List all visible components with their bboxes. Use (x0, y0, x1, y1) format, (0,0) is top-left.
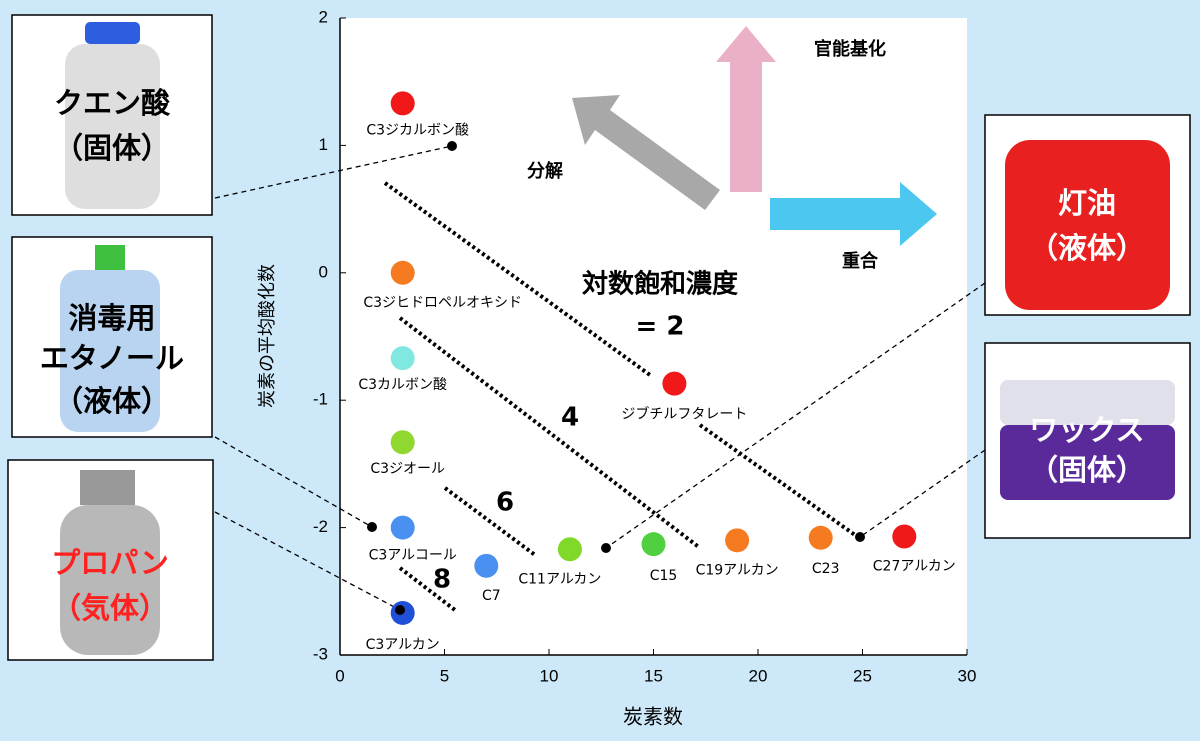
point-label: C15 (650, 568, 678, 584)
connector-dots (367, 141, 865, 615)
product-wax: ワックス （固体） (984, 342, 1191, 539)
product-name-line: 消毒用 (68, 301, 155, 335)
point (662, 371, 687, 396)
isolines (383, 181, 857, 612)
x-tick-label: 15 (644, 666, 663, 685)
isoline-label: = 2 (636, 312, 685, 342)
svg-text:クエン酸: クエン酸 (54, 86, 171, 120)
point (808, 525, 833, 550)
arrow-label: 重合 (842, 250, 879, 272)
svg-text:ワックス: ワックス (1029, 413, 1144, 447)
svg-text:（固体）: （固体） (54, 131, 170, 165)
point (390, 346, 415, 371)
product-ethanol: 消毒用エタノール （液体） (11, 236, 213, 438)
functionalization-arrow (716, 26, 776, 192)
svg-text:（液体）: （液体） (1029, 231, 1145, 265)
point-label: C3アルカン (366, 637, 440, 653)
y-tick-label: 0 (319, 262, 328, 281)
point-label: C7 (482, 588, 501, 604)
product-name-line: エタノール (40, 341, 184, 375)
x-tick-label: 10 (540, 666, 559, 685)
point-label: C11アルカン (518, 571, 601, 587)
isoline-label: 8 (433, 565, 451, 595)
svg-text:プロパン: プロパン (51, 546, 168, 580)
point-label: C3ジヒドロペルオキシド (363, 295, 522, 311)
connectors (214, 145, 986, 611)
point-label: C23 (812, 561, 840, 577)
isoline-label: 4 (561, 403, 579, 433)
point (892, 524, 917, 549)
svg-text:灯油: 灯油 (1058, 186, 1116, 220)
point-label: C27アルカン (873, 559, 956, 575)
point (390, 515, 415, 540)
y-tick-label: 2 (319, 7, 328, 26)
x-tick-label: 25 (853, 666, 872, 685)
arrow-label: 分解 (527, 160, 563, 182)
y-axis-title: 炭素の平均酸化数 (257, 264, 278, 408)
point-label: C3ジカルボン酸 (366, 122, 469, 138)
point-label: C3カルボン酸 (358, 377, 447, 393)
svg-text:（気体）: （気体） (52, 591, 168, 625)
point (725, 528, 750, 553)
x-tick-label: 0 (335, 666, 344, 685)
isoline-title: 対数飽和濃度 (582, 269, 738, 300)
point (390, 430, 415, 455)
svg-text:（固体）: （固体） (1029, 453, 1145, 487)
svg-text:（液体）: （液体） (54, 384, 170, 418)
arrow-label: 官能基化 (814, 38, 886, 60)
y-tick-label: -1 (313, 390, 328, 409)
x-tick-label: 20 (749, 666, 768, 685)
y-tick-label: -2 (313, 517, 328, 536)
point (474, 553, 499, 578)
product-citric: クエン酸 （固体） (11, 14, 213, 216)
y-tick-label: -3 (313, 644, 328, 663)
x-tick-label: 5 (440, 666, 449, 685)
product-propane: プロパン （気体） (7, 459, 214, 661)
point-label: ジブチルフタレート (621, 406, 747, 423)
point (557, 537, 582, 562)
point (641, 532, 666, 557)
point (390, 260, 415, 285)
point (390, 91, 415, 116)
isoline-label: 6 (496, 488, 514, 518)
point-label: C19アルカン (696, 562, 779, 578)
x-tick-label: 30 (958, 666, 977, 685)
point-label: C3ジオール (370, 461, 445, 477)
y-tick-label: 1 (319, 135, 328, 154)
product-name: 消毒用エタノール (40, 301, 184, 375)
x-axis-title: 炭素数 (623, 705, 683, 729)
polymerization-arrow (770, 182, 937, 246)
point-label: C3アルコール (369, 548, 457, 564)
decomposition-arrow (572, 95, 720, 210)
product-kerosene: 灯油 （液体） (984, 114, 1191, 316)
